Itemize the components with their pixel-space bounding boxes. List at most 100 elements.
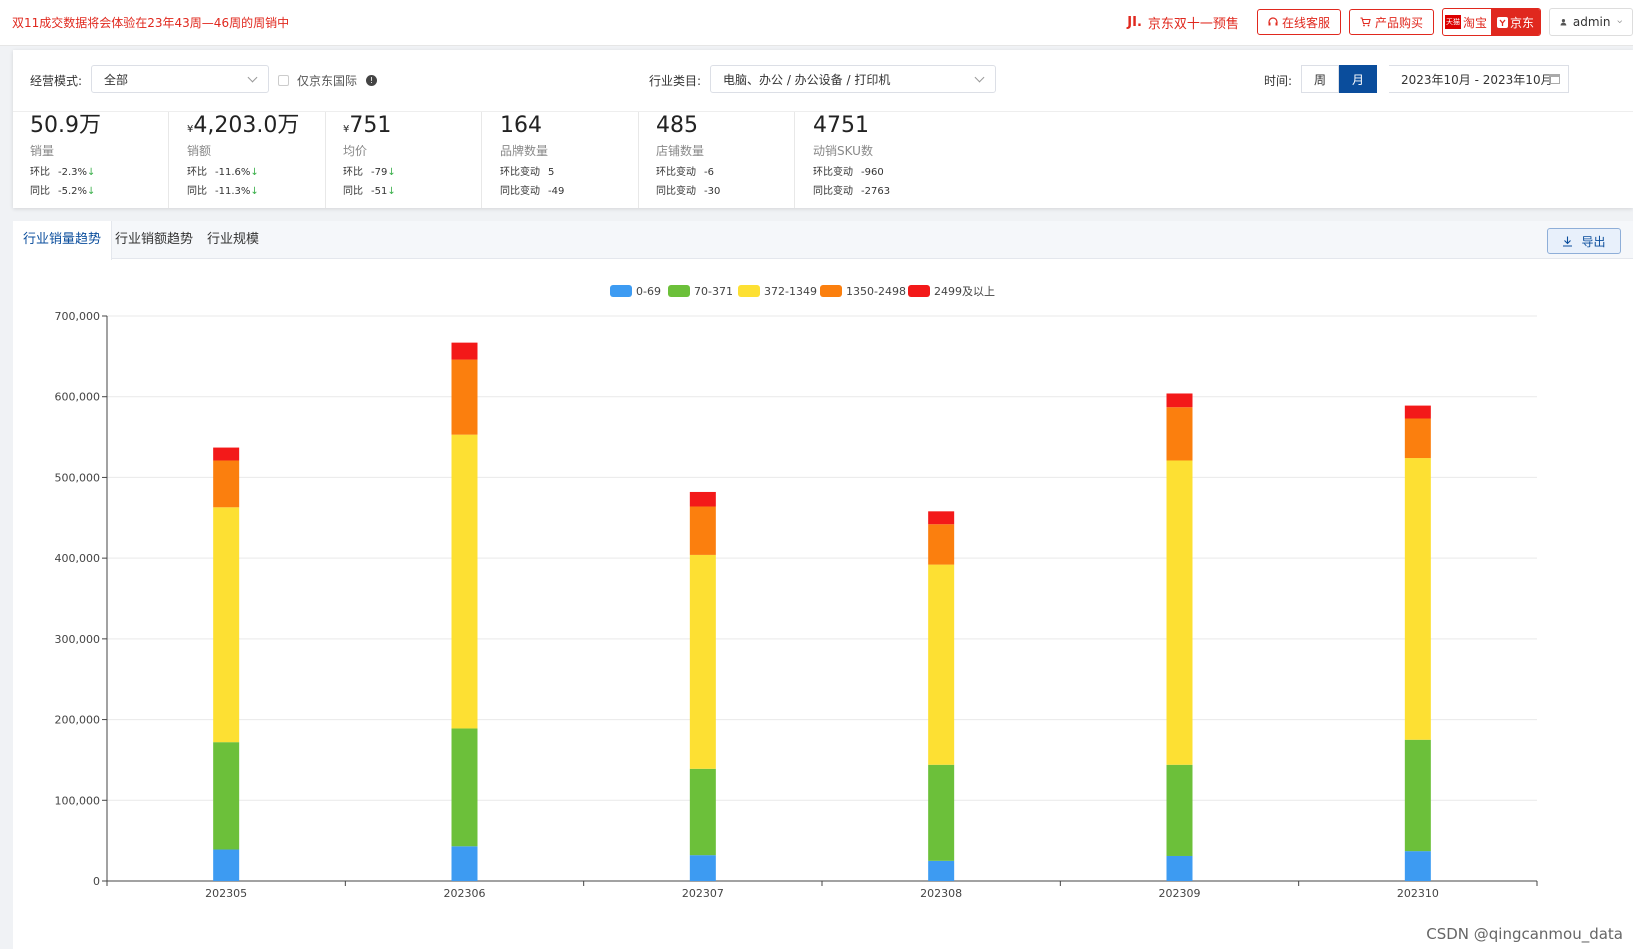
metric-name: 店铺数量 (656, 144, 705, 158)
x-tick-label: 202310 (1397, 887, 1439, 900)
tmall-icon: 天猫 (1444, 15, 1461, 29)
checkbox-box[interactable] (278, 75, 289, 86)
bar-segment-372-1349 (451, 434, 478, 729)
export-label: 导出 (1581, 234, 1606, 249)
bar-segment-372-1349 (1166, 460, 1193, 765)
period-week-button[interactable]: 周 (1301, 65, 1339, 93)
metric-number: 50.9万 (30, 113, 101, 138)
metric-name: 销量 (30, 144, 55, 158)
period-toggle: 周 月 (1301, 65, 1377, 93)
metric-yoy-value: -49 (548, 186, 565, 197)
metric-name: 销额 (187, 144, 212, 158)
metric-mom-label: 环比变动 (813, 167, 853, 178)
arrow-down-icon: ↓ (87, 167, 96, 178)
metric-yoy-value: -30 (704, 186, 721, 197)
metric-yoy: 同比 -11.3%↓ (187, 182, 325, 197)
export-button[interactable]: 导出 (1547, 228, 1621, 254)
metric-name: 品牌数量 (500, 144, 549, 158)
taobao-tab[interactable]: 天猫 淘宝 (1443, 14, 1491, 31)
jd-intl-checkbox[interactable]: 仅京东国际 ! (278, 72, 378, 89)
bar-segment-70-371 (689, 768, 716, 856)
metric-mom-value: -6 (704, 167, 714, 178)
trend-card: 行业销量趋势 行业销额趋势 行业规模 导出 0 100,000 200,000 300… (13, 221, 1633, 949)
bar-segment-1350-2498 (689, 506, 716, 555)
jd-presale-icon: JI. (1127, 14, 1142, 30)
user-name: admin (1572, 15, 1611, 29)
chevron-down-icon (247, 72, 258, 82)
tab-sales-volume-trend[interactable]: 行业销量趋势 (13, 221, 113, 260)
industry-select[interactable]: 电脑、办公 / 办公设备 / 打印机 (710, 65, 996, 93)
filter-bar: 经营模式: 全部 仅京东国际 ! 行业类目: 电脑、办公 / 办公设备 / 打印… (13, 50, 1633, 112)
legend-label: 1350-2498 (846, 285, 906, 298)
chevron-down-icon (974, 72, 985, 82)
bar-segment-70-371 (1404, 739, 1431, 852)
legend-label: 0-69 (636, 285, 661, 298)
metric-number: 164 (500, 113, 542, 138)
x-tick-label: 202305 (205, 887, 247, 900)
jd-intl-label: 仅京东国际 (297, 74, 358, 88)
y-tick-label: 400,000 (55, 552, 101, 565)
metric-mom: 环比变动 -6 (656, 163, 794, 178)
metric-mom-value: -79 (371, 167, 388, 178)
metric-card: 485 店铺数量 环比变动 -6 同比变动 -30 (639, 112, 795, 208)
legend-swatch (610, 285, 632, 297)
tab-industry-scale[interactable]: 行业规模 (207, 232, 260, 247)
industry-label: 行业类目: (649, 74, 702, 88)
metric-yoy: 同比变动 -2763 (813, 182, 952, 197)
bar-segment-2499及以上 (689, 491, 716, 507)
metric-yoy-value: -5.2% (58, 186, 88, 197)
legend-swatch (668, 285, 690, 297)
arrow-down-icon: ↓ (387, 167, 396, 178)
bar-segment-372-1349 (928, 564, 955, 765)
metric-currency: ¥ (343, 124, 350, 135)
product-buy-button[interactable]: 产品购买 (1348, 9, 1434, 35)
metric-yoy-label: 同比 (187, 186, 207, 197)
metric-value: 4751 (813, 112, 952, 140)
date-range-picker[interactable]: 2023年10月 - 2023年10月 (1389, 65, 1569, 93)
bar-segment-0-69 (1166, 855, 1193, 881)
bar-segment-70-371 (213, 742, 240, 850)
bar-segment-1350-2498 (213, 460, 240, 508)
tab-sales-amount-trend[interactable]: 行业销额趋势 (115, 232, 194, 247)
jd-tab[interactable]: 京东 (1490, 9, 1540, 35)
jd-label: 京东 (1509, 15, 1534, 30)
summary-panel: 经营模式: 全部 仅京东国际 ! 行业类目: 电脑、办公 / 办公设备 / 打印… (13, 50, 1633, 208)
legend-label: 70-371 (694, 285, 733, 298)
period-month-button[interactable]: 月 (1339, 65, 1377, 93)
bar-segment-0-69 (1404, 851, 1431, 881)
metric-card: ¥751 均价 环比 -79↓ 同比 -51↓ (326, 112, 482, 208)
metric-yoy: 同比 -51↓ (343, 182, 481, 197)
mode-select[interactable]: 全部 (91, 65, 269, 93)
metric-card: ¥4,203.0万 销额 环比 -11.6%↓ 同比 -11.3%↓ (170, 112, 326, 208)
headset-icon (1268, 17, 1278, 26)
metric-mom-value: -2.3% (58, 167, 88, 178)
metric-yoy-label: 同比 (30, 186, 50, 197)
info-icon[interactable]: ! (366, 75, 378, 86)
x-tick-label: 202308 (920, 887, 962, 900)
time-label: 时间: (1264, 74, 1293, 88)
metric-name: 均价 (343, 144, 368, 158)
metric-mom-value: 5 (548, 167, 555, 178)
taobao-label: 淘宝 (1462, 15, 1487, 30)
bar-segment-0-69 (689, 855, 716, 881)
y-tick-label: 100,000 (55, 794, 101, 807)
metric-mom: 环比 -79↓ (343, 163, 481, 178)
metric-mom-value: -960 (861, 167, 884, 178)
y-tick-label: 300,000 (55, 633, 101, 646)
bar-segment-2499及以上 (1166, 393, 1193, 408)
metric-value: ¥4,203.0万 (187, 112, 325, 140)
platform-switch[interactable]: 天猫 淘宝 京东 (1441, 8, 1541, 36)
metric-mom: 环比变动 5 (500, 163, 638, 178)
bar-segment-2499及以上 (451, 342, 478, 360)
jd-presale-link[interactable]: JI. 京东双十一预售 (1127, 13, 1239, 32)
industry-select-value: 电脑、办公 / 办公设备 / 打印机 (723, 72, 891, 87)
metric-number: 485 (656, 113, 698, 138)
product-buy-label: 产品购买 (1374, 15, 1423, 30)
user-menu[interactable]: admin (1549, 8, 1633, 36)
metric-mom: 环比变动 -960 (813, 163, 952, 178)
legend-label: 2499及以上 (934, 285, 995, 298)
online-service-button[interactable]: 在线客服 (1256, 9, 1341, 35)
top-actions: JI. 京东双十一预售 在线客服 产品购买 天猫 淘宝 京东 admin (1127, 7, 1633, 37)
metric-mom-label: 环比变动 (500, 167, 540, 178)
cart-icon (1360, 17, 1371, 27)
